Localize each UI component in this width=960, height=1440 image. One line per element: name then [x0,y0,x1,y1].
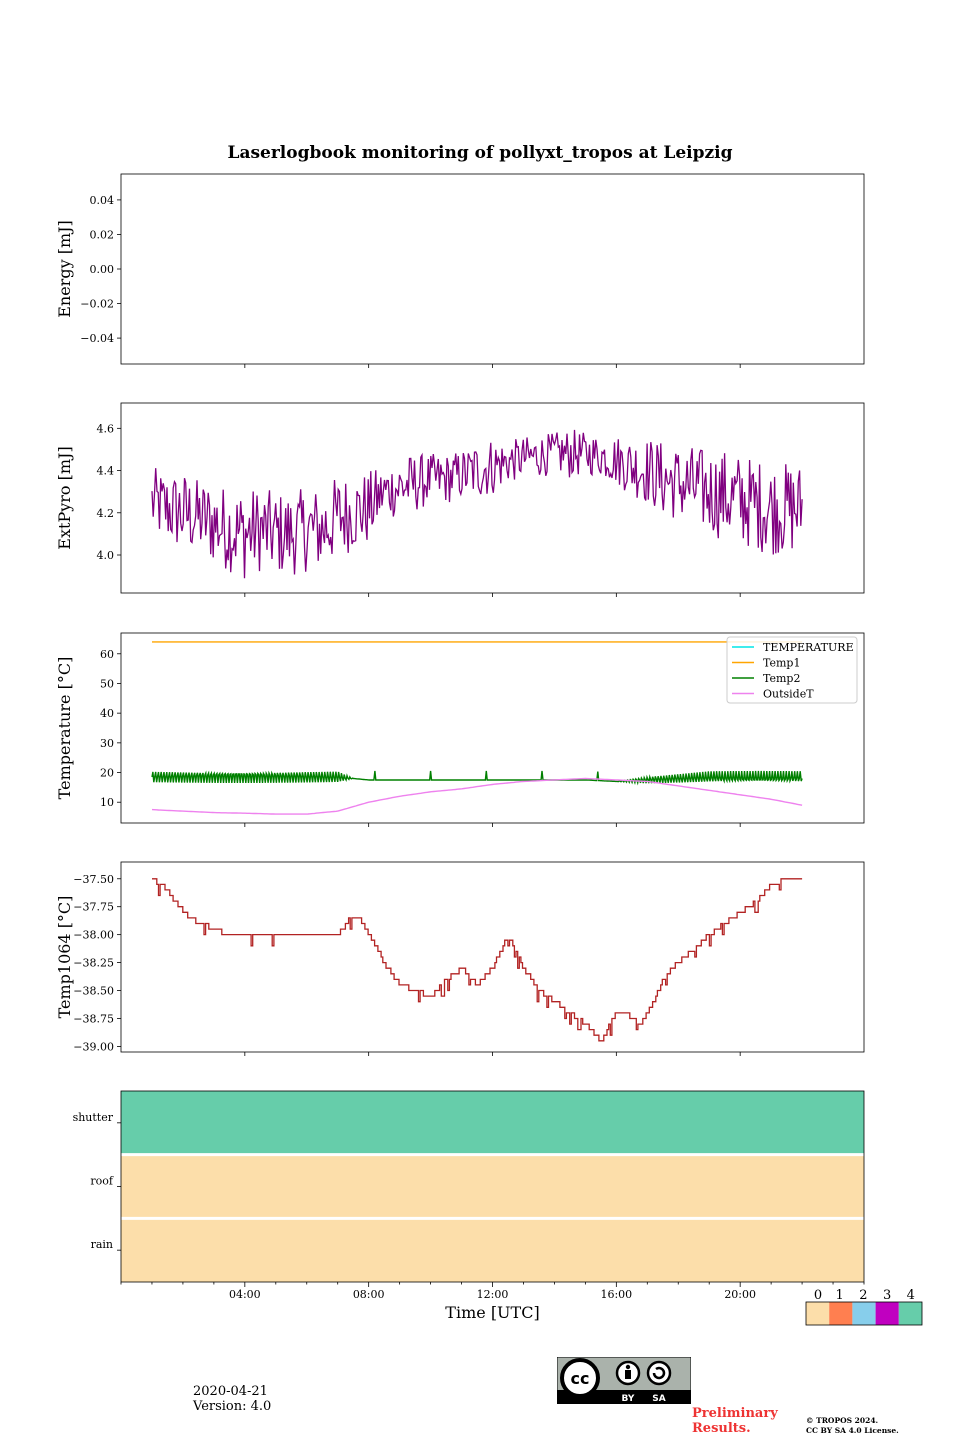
copyright-line-2: CC BY SA 4.0 License. [806,1426,899,1435]
status-row-label: roof [90,1175,114,1188]
temperature-series-temp2 [151,770,803,786]
status-xtick-label: 16:00 [600,1288,632,1301]
extpyro-ylabel: ExtPyro [mJ] [55,446,74,549]
temperature-ytick-label: 20 [100,767,114,780]
temp1064-ytick-label: −38.00 [73,929,114,942]
svg-text:BY: BY [622,1394,635,1404]
status-xtick-label: 08:00 [353,1288,385,1301]
status-xtick-label: 12:00 [477,1288,509,1301]
energy-ytick-label: −0.02 [80,298,114,311]
temperature-ytick-label: 60 [100,648,114,661]
colorbar-cell [829,1302,853,1325]
svg-text:SA: SA [652,1394,665,1404]
preliminary-note: Preliminary Results. [692,1406,778,1436]
colorbar-tick-label: 4 [907,1288,915,1303]
status-xtick-label: 20:00 [724,1288,756,1301]
energy-ytick-label: 0.00 [90,263,115,276]
sa-icon [646,1360,672,1386]
status-row-roof [121,1154,864,1219]
colorbar-frame [805,1301,923,1326]
temperature-series-outsidet [151,777,803,815]
energy-axes-frame [120,173,865,365]
copyright-note: © TROPOS 2024. CC BY SA 4.0 License. [806,1416,899,1436]
legend-label: Temp2 [763,672,800,685]
extpyro-ytick-label: 4.4 [97,465,115,478]
chart-title: Laserlogbook monitoring of pollyxt_tropo… [227,143,732,163]
colorbar-cell [898,1302,922,1325]
temp1064-axes-frame [120,861,865,1053]
temperature-ytick-label: 40 [100,707,114,720]
temp1064-ytick-label: −38.25 [73,957,114,970]
temperature-ytick-label: 10 [100,796,114,809]
colorbar-tick-label: 1 [836,1288,844,1303]
status-row-shutter [121,1091,864,1155]
temp1064-ytick-label: −39.00 [73,1040,114,1053]
temp1064-ytick-label: −38.50 [73,985,114,998]
xaxis-label: Time [UTC] [445,1303,539,1322]
legend-label: OutsideT [763,688,814,701]
temp1064-series-line [152,878,803,1042]
colorbar-cell [806,1302,830,1325]
status-row-label: rain [91,1238,113,1251]
preliminary-line-1: Preliminary [692,1406,778,1421]
energy-ylabel: Energy [mJ] [55,220,74,318]
preliminary-line-2: Results. [692,1421,751,1436]
energy-ytick-label: −0.04 [80,332,114,345]
temp1064-ytick-label: −37.75 [73,901,114,914]
cc-text: cc [571,1369,590,1388]
extpyro-series-line [151,429,803,579]
version-label: Version: 4.0 [193,1399,272,1414]
colorbar-tick-label: 3 [883,1288,891,1303]
temperature-ylabel: Temperature [°C] [55,657,74,800]
date-label: 2020-04-21 [193,1384,268,1399]
temperature-ytick-label: 30 [100,737,114,750]
temperature-ytick-label: 50 [100,677,114,690]
energy-ytick-label: 0.04 [90,194,115,207]
colorbar-tick-label: 2 [859,1288,867,1303]
temp1064-ytick-label: −37.50 [73,873,114,886]
extpyro-ytick-label: 4.2 [97,507,115,520]
cc-by-sa-logo: cc BY SA [557,1357,691,1404]
extpyro-ytick-label: 4.6 [97,422,115,435]
extpyro-ytick-label: 4.0 [97,549,115,562]
extpyro-axes-frame [120,402,865,594]
colorbar-cell [852,1302,876,1325]
colorbar-tick-label: 0 [814,1288,822,1303]
copyright-line-1: © TROPOS 2024. [806,1416,879,1425]
temp1064-ytick-label: −38.75 [73,1012,114,1025]
colorbar-cell [875,1302,899,1325]
status-xtick-label: 04:00 [229,1288,261,1301]
temperature-legend [726,636,858,704]
legend-label: Temp1 [763,657,800,670]
status-row-label: shutter [73,1111,114,1124]
energy-ytick-label: 0.02 [90,228,115,241]
temp1064-ylabel: Temp1064 [°C] [55,896,74,1019]
legend-label: TEMPERATURE [763,641,854,654]
status-row-rain [121,1218,864,1282]
